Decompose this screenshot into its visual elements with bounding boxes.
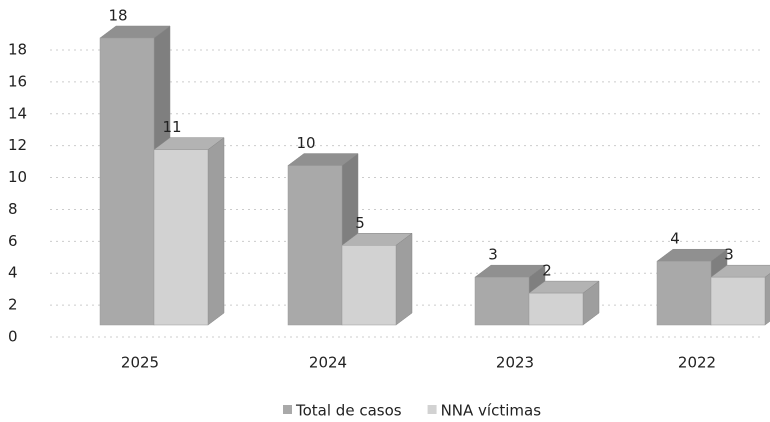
y-tick-label: 16 xyxy=(8,72,27,90)
bar-front xyxy=(100,38,154,325)
bar-front xyxy=(657,261,711,325)
bar-front xyxy=(342,245,396,325)
bar xyxy=(154,138,224,325)
x-tick-label: 2024 xyxy=(309,354,347,372)
value-label: 2 xyxy=(542,262,552,280)
bar-front xyxy=(154,150,208,325)
bar xyxy=(529,281,599,325)
y-tick-label: 2 xyxy=(8,296,18,314)
y-tick-label: 4 xyxy=(8,264,18,282)
x-tick-label: 2025 xyxy=(121,354,159,372)
y-tick-label: 8 xyxy=(8,200,18,218)
y-tick-label: 14 xyxy=(8,104,27,122)
value-label: 10 xyxy=(296,134,315,152)
y-tick-label: 18 xyxy=(8,41,27,59)
bar-front xyxy=(529,293,583,325)
bar-front xyxy=(711,277,765,325)
x-tick-label: 2022 xyxy=(678,354,716,372)
legend-swatch xyxy=(428,405,437,414)
y-tick-label: 0 xyxy=(8,328,18,346)
value-label: 3 xyxy=(724,246,734,264)
legend-swatch xyxy=(283,405,292,414)
bar-side xyxy=(208,138,224,325)
legend-label: Total de casos xyxy=(295,402,402,420)
value-label: 18 xyxy=(108,7,127,25)
value-label: 4 xyxy=(670,230,680,248)
chart: 0 2 4 6 8 10 12 14 16 18 2025 18 11 2024 10 5 2023 3 2 2022… xyxy=(0,0,770,422)
value-label: 3 xyxy=(488,246,498,264)
value-label: 5 xyxy=(355,214,365,232)
page: {"chart_data": {"type": "bar3d", "catego… xyxy=(0,0,770,422)
bar-front xyxy=(475,277,529,325)
bar xyxy=(711,265,770,325)
legend-label: NNA víctimas xyxy=(441,402,542,420)
x-tick-label: 2023 xyxy=(496,354,534,372)
bar-side xyxy=(396,233,412,325)
y-tick-label: 10 xyxy=(8,168,27,186)
bar xyxy=(342,233,412,325)
y-tick-label: 12 xyxy=(8,136,27,154)
value-label: 11 xyxy=(162,118,181,136)
bar-front xyxy=(288,166,342,325)
y-tick-label: 6 xyxy=(8,232,18,250)
